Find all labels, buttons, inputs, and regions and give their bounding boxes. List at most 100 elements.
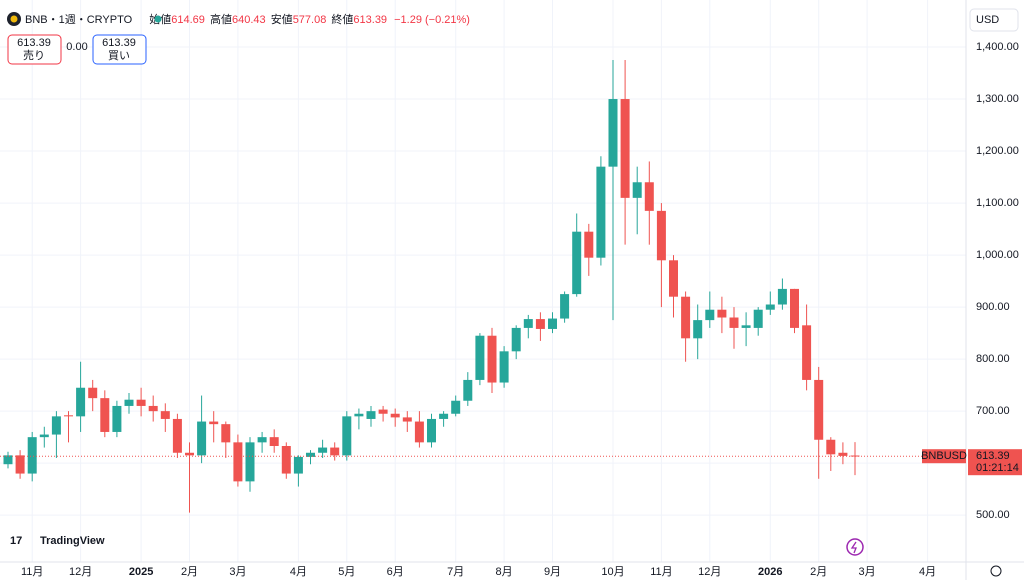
low-value: 577.08 <box>293 14 327 26</box>
low-label: 安値 <box>271 12 293 26</box>
open-value: 614.69 <box>171 14 205 26</box>
header-line: BNB・1週・CRYPTO 始値614.69 高値640.43 安値577.08… <box>25 12 470 26</box>
candle-body <box>124 399 134 406</box>
candle-body <box>729 317 739 328</box>
candle-body <box>330 447 340 456</box>
x-tick-label: 7月 <box>447 566 464 578</box>
candle-body <box>39 434 49 438</box>
candle-body <box>560 294 570 319</box>
candles <box>3 60 860 513</box>
symbol-tag-text: BNBUSD <box>921 450 967 462</box>
candle-body <box>306 452 315 457</box>
candle-body <box>572 231 582 295</box>
candle-body <box>414 421 424 443</box>
candle-body <box>681 296 691 339</box>
price-tag-countdown: 01:21:14 <box>976 462 1019 474</box>
candle-body <box>790 288 799 328</box>
candle-body <box>281 445 291 474</box>
y-tick-label: 1,300.00 <box>976 93 1019 105</box>
high-label: 高値 <box>210 12 232 26</box>
symbol-tag <box>922 449 966 464</box>
y-tick-label: 1,000.00 <box>976 249 1019 261</box>
candle-body <box>644 182 654 211</box>
candle-body <box>451 400 461 414</box>
candle-body <box>172 418 182 453</box>
currency[interactable]: USD <box>976 14 999 26</box>
candle-body <box>378 409 388 414</box>
candle-body <box>88 387 98 399</box>
candle-body <box>221 424 231 443</box>
candle-body <box>535 319 545 329</box>
candle-body <box>64 415 73 417</box>
candle-body <box>596 166 606 258</box>
y-tick-label: 1,100.00 <box>976 197 1019 209</box>
candle-body <box>427 418 436 443</box>
candle-body <box>777 288 787 305</box>
events-bolt <box>850 541 857 554</box>
y-tick-label: 1,200.00 <box>976 145 1019 157</box>
candle-body <box>257 437 267 443</box>
candle-body <box>814 379 824 440</box>
buy-price[interactable]: 613.39 <box>102 37 136 49</box>
x-tick-label: 3月 <box>859 566 876 578</box>
close-value: 613.39 <box>353 14 387 26</box>
candle-body <box>197 421 207 456</box>
y-tick-label: 700.00 <box>976 405 1010 417</box>
x-tick-label: 4月 <box>290 566 307 578</box>
y-tick-label: 500.00 <box>976 509 1010 521</box>
candle-body <box>160 411 170 419</box>
x-tick-label: 9月 <box>544 566 561 578</box>
candle-body <box>318 447 328 453</box>
candle-body <box>523 319 533 328</box>
candle-body <box>366 411 376 419</box>
currency-button[interactable] <box>969 8 1019 32</box>
candle-body <box>27 437 37 474</box>
price-tag-value: 613.39 <box>976 450 1010 462</box>
x-tick-label: 2月 <box>810 566 827 578</box>
sell-price[interactable]: 613.39 <box>17 37 51 49</box>
logo: TradingView <box>40 535 105 547</box>
candle-body <box>669 260 678 297</box>
x-tick-label: 10月 <box>601 566 624 578</box>
buy-button[interactable] <box>92 34 147 65</box>
candle-body <box>112 405 122 432</box>
candle-body <box>354 413 364 417</box>
candle-body <box>802 325 812 380</box>
candle-body <box>656 210 666 261</box>
candle-body <box>390 413 400 418</box>
candle-body <box>741 325 751 328</box>
candle-body <box>245 442 255 482</box>
candle-body <box>148 405 158 412</box>
candle-body <box>705 309 715 321</box>
change: −1.29 (−0.21%) <box>394 14 470 26</box>
x-tick-label: 11月 <box>650 566 672 578</box>
candle-body <box>548 318 557 329</box>
candle-body <box>826 439 836 455</box>
settings-icon[interactable] <box>990 565 1002 577</box>
candle-body <box>620 99 630 198</box>
sell-button[interactable] <box>7 34 62 65</box>
candle-body <box>3 455 13 465</box>
x-tick-label: 8月 <box>496 566 513 578</box>
x-tick-label: 5月 <box>338 566 355 578</box>
events-icon[interactable] <box>846 538 864 556</box>
candle-body <box>475 335 485 380</box>
candle-body <box>342 416 352 456</box>
high-value: 640.43 <box>232 14 266 26</box>
y-tick-label: 1,400.00 <box>976 41 1019 53</box>
y-tick-label: 800.00 <box>976 353 1010 365</box>
market-status <box>154 15 162 23</box>
candle-body <box>15 455 25 474</box>
x-tick-label: 6月 <box>387 566 404 578</box>
grid <box>0 0 966 562</box>
buy-label[interactable]: 買い <box>108 49 130 62</box>
candle-body <box>402 417 412 422</box>
candle-body <box>185 452 194 456</box>
x-tick-label: 2026 <box>758 566 782 578</box>
sell-label[interactable]: 売り <box>23 49 45 62</box>
x-tick-label: 2025 <box>129 566 153 578</box>
candle-body <box>76 387 86 417</box>
candle-body <box>233 442 243 482</box>
candle-body <box>499 351 509 383</box>
logo-mark: 17 <box>10 535 22 547</box>
